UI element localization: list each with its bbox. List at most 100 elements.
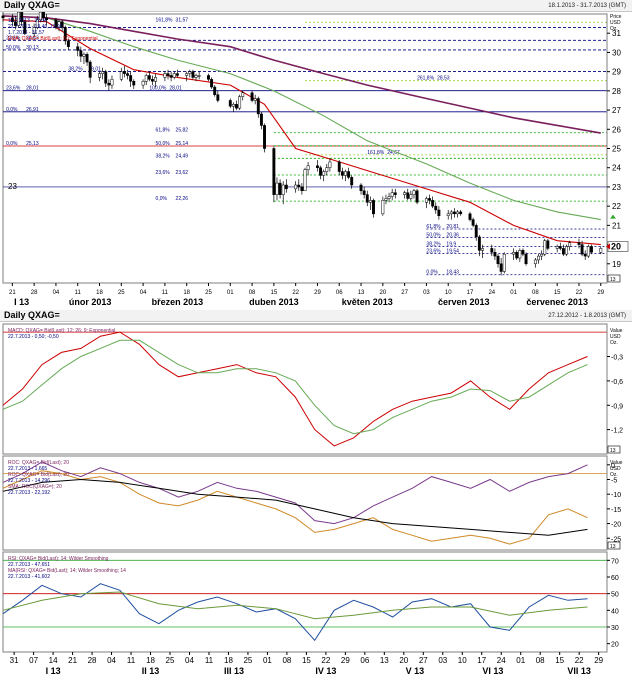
- indicator-x-tick-label: 07: [29, 656, 38, 665]
- candle-body: [14, 21, 17, 26]
- price-month-label: únor 2013: [69, 297, 112, 307]
- candle-body: [132, 81, 136, 86]
- fib-level-label: 50,0%: [156, 141, 171, 147]
- indicator-x-tick-label: 15: [302, 656, 311, 665]
- macd-axis-header: USD: [610, 334, 621, 340]
- price-y-tick-label: 30: [612, 48, 621, 57]
- candle-body: [340, 171, 344, 176]
- candle-body: [580, 244, 584, 255]
- macd-y-tick-label: -0,3: [611, 355, 623, 362]
- macd-y-tick-label: -0,6: [611, 379, 623, 386]
- candle-body: [515, 252, 519, 259]
- price-x-tick-label: 08: [532, 290, 539, 296]
- price-y-tick-label: 23: [612, 183, 621, 192]
- candle-body: [521, 250, 525, 255]
- candle-body: [169, 75, 173, 78]
- price-x-tick-label: 06: [336, 290, 343, 296]
- rsi-series-rsi_blue: [2, 583, 588, 642]
- rsi-y-tick-label: 60: [611, 575, 619, 582]
- candle-body: [172, 73, 176, 78]
- candle-body: [390, 192, 394, 197]
- price-axis-header: Oz.: [610, 26, 618, 32]
- candle-body: [589, 246, 593, 253]
- candle-body: [79, 50, 83, 57]
- roc-y-tick-label: -20: [611, 522, 621, 529]
- candle-body: [272, 148, 276, 195]
- candle-body: [431, 200, 435, 207]
- candle-body: [437, 209, 441, 217]
- price-chart-window: Daily QXAG= 18.1.2013 - 31.7.2013 (GMT) …: [0, 0, 632, 308]
- candle-body: [278, 182, 282, 195]
- roc-y-tick-label: 0: [611, 463, 615, 470]
- fib-level-value: 25,82: [176, 128, 189, 134]
- candle-body: [449, 211, 453, 215]
- candle-body: [524, 253, 528, 265]
- indicator-x-tick-label: 25: [166, 656, 175, 665]
- indicator-chart-title: Daily QXAG=: [4, 310, 60, 320]
- candle-body: [365, 194, 369, 203]
- candle-body: [543, 240, 547, 255]
- price-x-tick-label: 11: [162, 290, 169, 296]
- price-chart[interactable]: 23 0,0% 26,91 23,6% 28,01 38,2% 29,01 50,0% 30,1…: [0, 12, 632, 308]
- fib-level-value: 25,13: [26, 141, 39, 147]
- fib-level-value: 24,67: [387, 150, 400, 156]
- fib-level-value: 25,14: [176, 141, 189, 147]
- indicator-charts[interactable]: MACD: QXAG= Bid(Last); 12; 26; 9; Expone…: [0, 322, 632, 683]
- roc-legend-line: ROC: QXAG= Bid(Last); 20: [8, 460, 69, 466]
- candle-body: [412, 190, 416, 195]
- candle-body: [568, 242, 572, 247]
- candle-body: [194, 75, 198, 78]
- indicator-x-tick-label: 21: [68, 656, 77, 665]
- fib-level-label: 100,0%: [149, 86, 167, 92]
- candle-body: [166, 73, 170, 76]
- roc-series-roc_orange: [2, 470, 588, 545]
- candle-body: [231, 104, 235, 107]
- candle-body: [446, 213, 450, 216]
- candle-body: [344, 171, 347, 176]
- indicator-x-tick-label: 31: [10, 656, 19, 665]
- candle-body: [250, 92, 254, 101]
- candle-body: [403, 192, 407, 195]
- candle-body: [468, 213, 472, 220]
- price-y-tick-label: 29: [612, 68, 621, 77]
- roc-box-label-text: 13: [610, 544, 616, 550]
- fib-level-value: 28,01: [26, 86, 39, 92]
- roc-box-label: [607, 541, 621, 550]
- candle-body: [322, 171, 326, 176]
- fib-level-value: 31,57: [176, 17, 189, 23]
- fib-level-label: 38,2%: [426, 241, 441, 247]
- indicator-x-tick-label: 29: [341, 656, 350, 665]
- macd-plot-area: [2, 323, 608, 455]
- candle-body: [474, 225, 478, 238]
- candle-body: [359, 184, 363, 192]
- fib-level-label: 50,0%: [6, 45, 21, 51]
- roc-axis-header: USD: [610, 466, 621, 472]
- candle-body: [499, 263, 503, 272]
- candle-body: [502, 253, 506, 272]
- price-chart-title: Daily QXAG=: [4, 0, 60, 10]
- indicator-month-label: IV 13: [315, 666, 336, 676]
- fib-level-label: 261,8%: [417, 76, 435, 82]
- candle-body: [384, 198, 388, 201]
- candle-body: [452, 211, 456, 215]
- candle-body: [45, 17, 49, 21]
- rsi-y-tick-label: 50: [611, 592, 619, 599]
- fib-level-value: 29,01: [88, 66, 101, 72]
- candle-body: [119, 71, 123, 80]
- fib-level-value: 24,49: [176, 153, 189, 159]
- fib-level-label: 23,6%: [426, 248, 441, 254]
- overlay-sma_green: [2, 15, 601, 221]
- indicator-x-tick-label: 28: [88, 656, 97, 665]
- candle-body: [599, 248, 603, 253]
- rsi-legend-line: RSI: QXAG= Bid(Last); 14; Wilder Smoothi…: [8, 556, 109, 562]
- indicator-x-tick-label: 11: [205, 656, 214, 665]
- candle-body: [577, 242, 581, 245]
- rsi-legend-line: 22.7.2013 - 47,651: [8, 562, 50, 568]
- macd-box-label: [607, 445, 621, 454]
- candle-body: [110, 79, 114, 86]
- indicator-x-tick-label: 08: [282, 656, 291, 665]
- price-x-tick-label: 29: [597, 290, 604, 296]
- indicator-x-tick-label: 01: [516, 656, 525, 665]
- fib-level-value: 30,63: [26, 35, 39, 41]
- roc-legend-line: ROC: QXAG= Bid(Last); 20: [8, 472, 69, 478]
